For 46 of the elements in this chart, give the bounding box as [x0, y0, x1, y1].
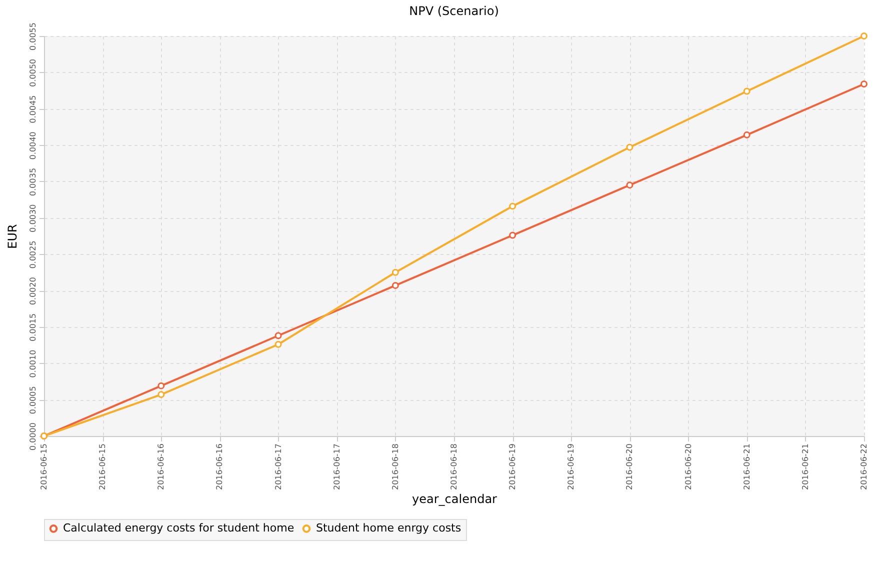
legend-label: Calculated energy costs for student home [63, 522, 294, 535]
x-tick-label: 2016-06-16 [215, 444, 224, 490]
x-tick-label: 2016-06-16 [156, 444, 166, 490]
x-tick-label: 2016-06-18 [390, 444, 400, 490]
y-tick-label: 0.0050 [28, 58, 38, 87]
chart-title: NPV (Scenario) [409, 4, 499, 18]
point [274, 332, 282, 340]
y-tick-label: 0.0035 [28, 168, 38, 196]
y-axis-title: EUR [6, 224, 20, 249]
y-tick-label: 0.0010 [28, 350, 38, 378]
x-tick-label: 2016-06-22 [860, 444, 868, 490]
x-tick-label: 2016-06-20 [684, 444, 693, 490]
y-tick-label: 0.0025 [28, 240, 38, 269]
point [743, 131, 750, 138]
y-tick-label: 0.0020 [28, 277, 38, 306]
x-tick-label: 2016-06-18 [450, 444, 458, 490]
point [392, 268, 399, 276]
x-tick-label: 2016-06-15 [40, 444, 48, 490]
point [392, 282, 399, 289]
x-axis-title: year_calendar [412, 492, 498, 506]
point [158, 391, 165, 398]
y-tick-label: 0.0000 [28, 422, 38, 450]
y-tick-label: 0.0015 [28, 313, 38, 342]
x-tick-label: 2016-06-19 [508, 444, 518, 490]
point [509, 232, 516, 239]
x-tick-label: 2016-06-19 [566, 444, 576, 490]
point [626, 182, 634, 189]
x-tick-label: 2016-06-20 [625, 444, 634, 490]
y-tick-label: 0.0005 [28, 386, 38, 414]
point [743, 88, 750, 95]
y-tick-label: 0.0045 [28, 95, 38, 124]
point [860, 80, 868, 88]
y-tick-label: 0.0040 [28, 132, 38, 160]
x-tick-label: 2016-06-21 [742, 444, 752, 490]
x-tick-label: 2016-06-21 [800, 444, 810, 490]
x-tick-label: 2016-06-17 [332, 444, 342, 490]
point [860, 32, 868, 40]
point [274, 340, 282, 348]
point [626, 144, 634, 151]
y-tick-label: 0.0055 [28, 22, 38, 50]
point [158, 382, 165, 390]
legend-label: Student home enrgy costs [316, 522, 462, 535]
x-tick-label: 2016-06-17 [274, 444, 283, 490]
x-tick-label: 2016-06-15 [98, 444, 108, 490]
y-tick-label: 0.0030 [28, 204, 38, 232]
point [509, 202, 516, 210]
